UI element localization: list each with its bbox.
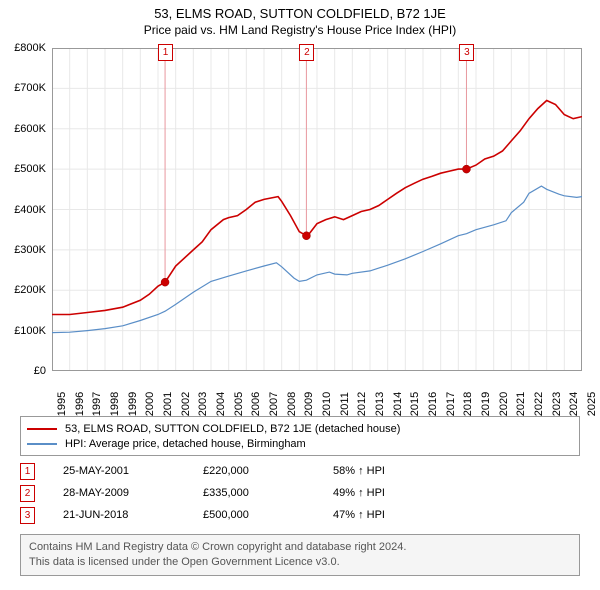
chart-svg (52, 48, 582, 371)
x-tick-label: 1998 (109, 392, 121, 416)
y-tick-label: £100K (14, 325, 46, 337)
x-tick-label: 2008 (286, 392, 298, 416)
legend-color-swatch (27, 428, 57, 430)
x-tick-label: 1997 (91, 392, 103, 416)
transaction-row: 1 25-MAY-2001£220,00058% ↑ HPI (20, 460, 580, 482)
x-tick-label: 1995 (56, 392, 68, 416)
x-tick-label: 2021 (515, 392, 527, 416)
x-tick-label: 2010 (321, 392, 333, 416)
transaction-pct-vs-hpi: 49% ↑ HPI (333, 487, 385, 499)
x-axis-labels: 1995 1996 1997 1998 1999 2000 2001 2002 2003 2004… (52, 374, 582, 414)
y-tick-label: £500K (14, 163, 46, 175)
y-tick-label: £800K (14, 42, 46, 54)
x-tick-label: 2000 (144, 392, 156, 416)
x-tick-label: 2023 (551, 392, 563, 416)
credits-line-1: Contains HM Land Registry data © Crown c… (29, 540, 571, 555)
x-tick-label: 2019 (480, 392, 492, 416)
chart-subtitle: Price paid vs. HM Land Registry's House … (0, 21, 600, 37)
x-tick-label: 2016 (427, 392, 439, 416)
x-tick-label: 2025 (586, 392, 598, 416)
transaction-date: 28-MAY-2009 (63, 487, 203, 499)
x-tick-label: 2020 (498, 392, 510, 416)
x-tick-label: 2002 (180, 392, 192, 416)
x-tick-label: 2004 (215, 392, 227, 416)
x-tick-label: 1996 (74, 392, 86, 416)
transaction-pct-vs-hpi: 58% ↑ HPI (333, 465, 385, 477)
chart-title: 53, ELMS ROAD, SUTTON COLDFIELD, B72 1JE (0, 0, 600, 21)
x-tick-label: 2001 (162, 392, 174, 416)
x-tick-label: 2003 (197, 392, 209, 416)
x-tick-label: 2005 (233, 392, 245, 416)
transaction-date: 21-JUN-2018 (63, 509, 203, 521)
transactions-table: 1 25-MAY-2001£220,00058% ↑ HPI 2 28-MAY-200… (20, 460, 580, 526)
x-tick-label: 2022 (533, 392, 545, 416)
transaction-marker-1: 1 (20, 463, 35, 480)
x-tick-label: 2012 (356, 392, 368, 416)
x-tick-label: 2013 (374, 392, 386, 416)
y-tick-label: £600K (14, 123, 46, 135)
credits-box: Contains HM Land Registry data © Crown c… (20, 534, 580, 576)
chart-marker-3: 3 (459, 44, 474, 61)
transaction-price: £335,000 (203, 487, 333, 499)
transaction-date: 25-MAY-2001 (63, 465, 203, 477)
legend-item: HPI: Average price, detached house, Birm… (27, 436, 573, 451)
legend-label: HPI: Average price, detached house, Birm… (65, 438, 306, 450)
x-tick-label: 2006 (250, 392, 262, 416)
y-tick-label: £0 (34, 365, 46, 377)
y-tick-label: £400K (14, 204, 46, 216)
transaction-price: £500,000 (203, 509, 333, 521)
x-tick-label: 2015 (409, 392, 421, 416)
chart-card: 53, ELMS ROAD, SUTTON COLDFIELD, B72 1JE… (0, 0, 600, 590)
transaction-marker-2: 2 (20, 485, 35, 502)
y-tick-label: £300K (14, 244, 46, 256)
transaction-pct-vs-hpi: 47% ↑ HPI (333, 509, 385, 521)
legend-label: 53, ELMS ROAD, SUTTON COLDFIELD, B72 1JE… (65, 423, 400, 435)
transaction-price: £220,000 (203, 465, 333, 477)
legend-color-swatch (27, 443, 57, 445)
x-tick-label: 2017 (445, 392, 457, 416)
credits-line-2: This data is licensed under the Open Gov… (29, 555, 571, 570)
chart-plot-area: 123 (52, 48, 582, 371)
x-tick-label: 1999 (127, 392, 139, 416)
y-axis-labels: £0£100K£200K£300K£400K£500K£600K£700K£80… (0, 48, 50, 371)
x-tick-label: 2007 (268, 392, 280, 416)
legend-item: 53, ELMS ROAD, SUTTON COLDFIELD, B72 1JE… (27, 421, 573, 436)
chart-marker-1: 1 (158, 44, 173, 61)
x-tick-label: 2018 (462, 392, 474, 416)
chart-marker-2: 2 (299, 44, 314, 61)
x-tick-label: 2014 (392, 392, 404, 416)
transaction-row: 3 21-JUN-2018£500,00047% ↑ HPI (20, 504, 580, 526)
x-tick-label: 2024 (568, 392, 580, 416)
transaction-marker-3: 3 (20, 507, 35, 524)
y-tick-label: £200K (14, 284, 46, 296)
x-tick-label: 2011 (339, 392, 351, 416)
y-tick-label: £700K (14, 82, 46, 94)
x-tick-label: 2009 (303, 392, 315, 416)
legend: 53, ELMS ROAD, SUTTON COLDFIELD, B72 1JE… (20, 416, 580, 456)
transaction-row: 2 28-MAY-2009£335,00049% ↑ HPI (20, 482, 580, 504)
